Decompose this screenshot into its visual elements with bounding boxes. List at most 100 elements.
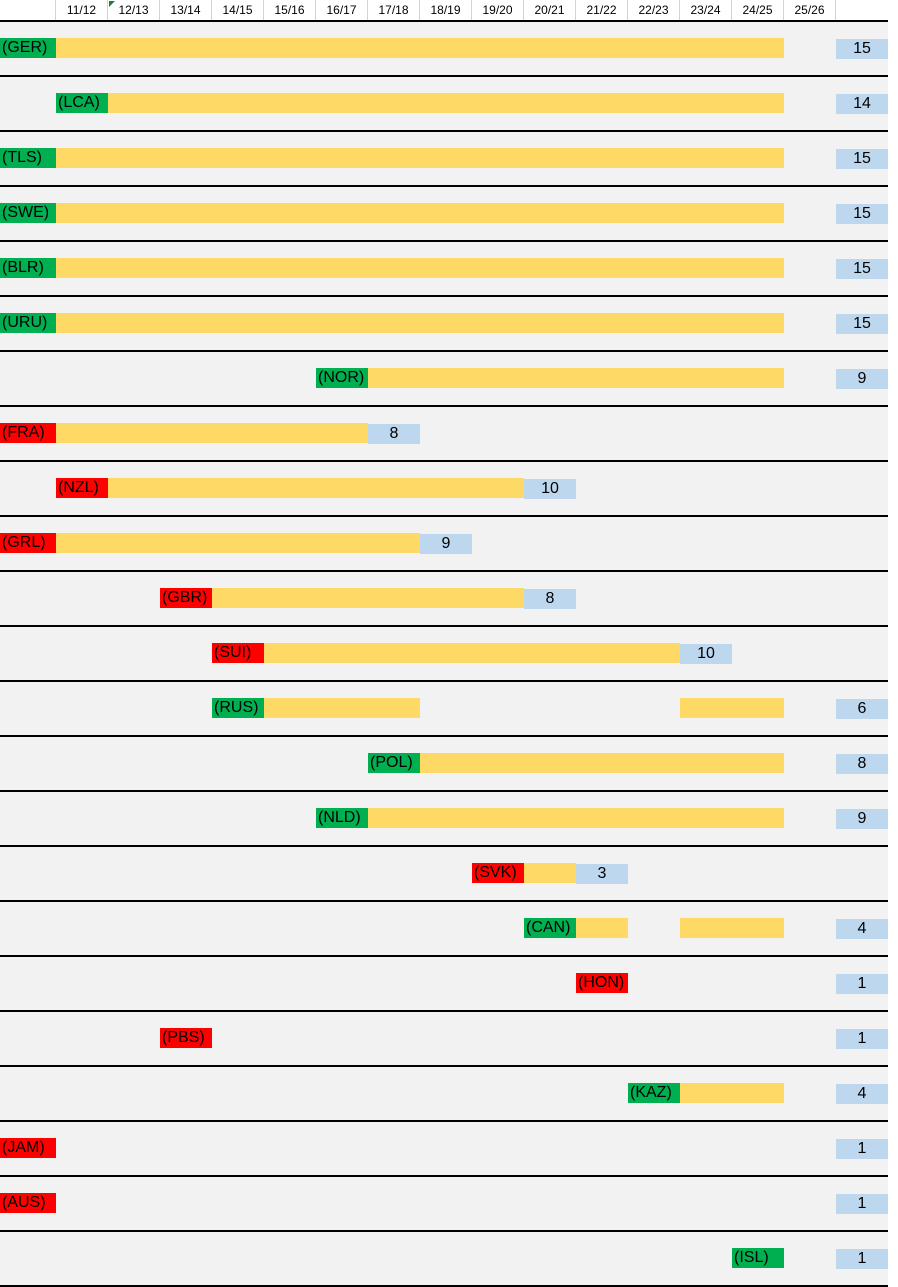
country-code-cell: (URU) — [0, 313, 56, 333]
row-divider — [0, 570, 888, 572]
row-divider — [0, 295, 888, 297]
season-count-cell: 1 — [836, 1029, 888, 1049]
row-divider — [0, 240, 888, 242]
presence-bar — [212, 588, 524, 608]
country-code-cell: (RUS) — [212, 698, 264, 718]
country-code-cell: (LCA) — [56, 93, 108, 113]
season-count-cell: 8 — [524, 589, 576, 609]
presence-bar — [680, 1083, 784, 1103]
row-divider — [0, 1120, 888, 1122]
row-divider — [0, 1065, 888, 1067]
row-divider — [0, 1175, 888, 1177]
row-divider — [0, 845, 888, 847]
table-row — [0, 1012, 888, 1065]
presence-bar — [368, 368, 784, 388]
season-count-cell: 9 — [836, 369, 888, 389]
country-code-cell: (SWE) — [0, 203, 56, 223]
country-code-cell: (ISL) — [732, 1248, 784, 1268]
presence-bar — [680, 698, 784, 718]
row-divider — [0, 130, 888, 132]
season-header-cell: 13/14 — [160, 0, 212, 21]
row-divider — [0, 680, 888, 682]
season-count-cell: 6 — [836, 699, 888, 719]
season-header-cell: 12/13 — [108, 0, 160, 21]
country-code-cell: (NOR) — [316, 368, 368, 388]
country-code-cell: (SVK) — [472, 863, 524, 883]
country-code-cell: (KAZ) — [628, 1083, 680, 1103]
country-code-cell: (NZL) — [56, 478, 108, 498]
row-divider — [0, 735, 888, 737]
presence-bar — [264, 643, 680, 663]
season-count-cell: 15 — [836, 259, 888, 279]
season-count-cell: 15 — [836, 314, 888, 334]
season-count-cell: 8 — [836, 754, 888, 774]
season-header-cell: 23/24 — [680, 0, 732, 21]
season-count-cell: 9 — [420, 534, 472, 554]
season-count-cell: 3 — [576, 864, 628, 884]
season-header-cell: 17/18 — [368, 0, 420, 21]
header-blank-cell — [0, 0, 56, 21]
season-header-cell: 14/15 — [212, 0, 264, 21]
season-header-cell: 21/22 — [576, 0, 628, 21]
presence-bar — [680, 918, 784, 938]
row-divider — [0, 515, 888, 517]
season-count-cell: 4 — [836, 919, 888, 939]
country-code-cell: (JAM) — [0, 1138, 56, 1158]
row-divider — [0, 350, 888, 352]
presence-bar — [524, 863, 576, 883]
country-code-cell: (FRA) — [0, 423, 56, 443]
presence-bar — [56, 313, 784, 333]
country-code-cell: (GER) — [0, 38, 56, 58]
row-divider — [0, 1010, 888, 1012]
country-code-cell: (GRL) — [0, 533, 56, 553]
season-count-cell: 10 — [680, 644, 732, 664]
country-code-cell: (HON) — [576, 973, 628, 993]
presence-bar — [56, 203, 784, 223]
season-header-cell: 25/26 — [784, 0, 836, 21]
season-count-cell: 15 — [836, 204, 888, 224]
season-header-cell: 15/16 — [264, 0, 316, 21]
presence-bar — [108, 93, 784, 113]
cell-comment-marker — [109, 1, 115, 7]
season-header-cell: 19/20 — [472, 0, 524, 21]
table-row — [0, 1177, 888, 1230]
country-code-cell: (PBS) — [160, 1028, 212, 1048]
season-header-cell: 11/12 — [56, 0, 108, 21]
row-divider — [0, 460, 888, 462]
country-code-cell: (GBR) — [160, 588, 212, 608]
row-divider — [0, 1230, 888, 1232]
table-row — [0, 1122, 888, 1175]
season-count-cell: 4 — [836, 1084, 888, 1104]
country-code-cell: (CAN) — [524, 918, 576, 938]
season-count-cell: 9 — [836, 809, 888, 829]
season-header — [0, 0, 888, 21]
country-code-cell: (SUI) — [212, 643, 264, 663]
presence-bar — [368, 808, 784, 828]
season-count-cell: 1 — [836, 1249, 888, 1269]
presence-bar — [56, 38, 784, 58]
season-header-cell: 16/17 — [316, 0, 368, 21]
presence-bar — [56, 258, 784, 278]
country-code-cell: (NLD) — [316, 808, 368, 828]
presence-bar — [264, 698, 420, 718]
presence-bar — [56, 148, 784, 168]
season-header-cell: 18/19 — [420, 0, 472, 21]
row-divider — [0, 790, 888, 792]
season-count-cell: 8 — [368, 424, 420, 444]
season-count-cell: 1 — [836, 1194, 888, 1214]
presence-bar — [56, 533, 420, 553]
presence-bar — [108, 478, 524, 498]
table-row — [0, 847, 888, 900]
row-divider — [0, 955, 888, 957]
season-count-cell: 1 — [836, 1139, 888, 1159]
row-divider — [0, 75, 888, 77]
row-divider — [0, 625, 888, 627]
season-count-cell: 15 — [836, 149, 888, 169]
row-divider — [0, 900, 888, 902]
presence-bar — [420, 753, 784, 773]
header-divider — [0, 20, 888, 22]
table-row — [0, 957, 888, 1010]
season-count-cell: 10 — [524, 479, 576, 499]
header-count-cell — [836, 0, 888, 21]
